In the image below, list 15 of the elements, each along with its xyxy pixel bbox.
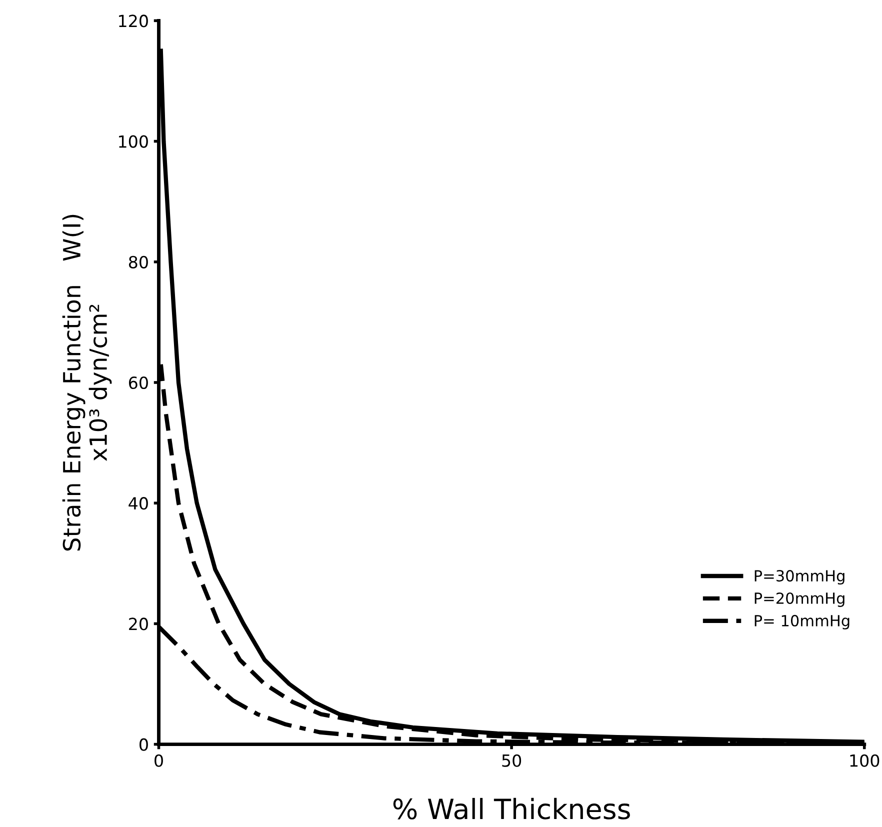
- y-tick-label: 60: [128, 376, 148, 390]
- x-tick-label: 100: [850, 754, 880, 767]
- x-tick-label: 0: [154, 754, 163, 767]
- y-tick-label: 80: [128, 256, 148, 268]
- y-tick-label: 0: [140, 738, 148, 751]
- legend-label: P= 10mmHg: [754, 614, 850, 630]
- y-tick-label: 20: [129, 618, 148, 630]
- y-tick-label: 120: [119, 14, 148, 28]
- y-tick-label: 100: [119, 135, 148, 148]
- x-tick-label: 50: [502, 754, 522, 767]
- y-axis-title: Strain Energy Function W(I) x10³ dyn/cm²: [62, 214, 112, 551]
- legend-label: P=20mmHg: [754, 592, 844, 607]
- y-tick-label: 40: [128, 497, 148, 510]
- legend-label: P=30mmHg: [754, 570, 844, 585]
- x-axis-title: % Wall Thickness: [393, 798, 630, 820]
